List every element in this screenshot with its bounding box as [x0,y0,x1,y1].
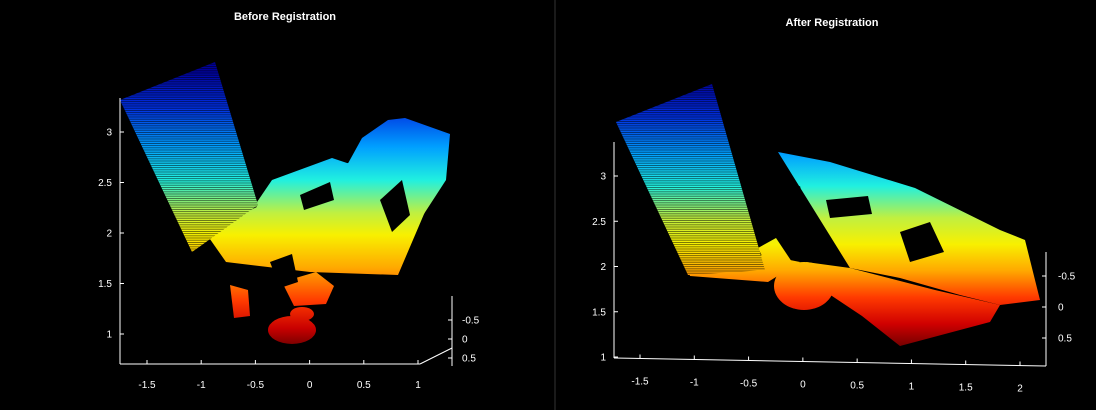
after-registration-panel: After Registration -1.5 -1 -0.5 0 0.5 1 1.5 2 1 1… [556,0,1096,410]
after-registration-chart: After Registration -1.5 -1 -0.5 0 0.5 1 1.5 2 1 1… [592,17,1076,395]
x-tick-label: -1 [690,377,699,388]
chart-title: After Registration [786,17,879,29]
bottom-small-blob [290,307,314,321]
y-tick-label: 2 [600,262,606,273]
y-tick-label: 2 [106,229,112,240]
y-tick-label: 3 [106,128,112,139]
z-tick-label: 0 [462,335,468,346]
x-tick-label: -1.5 [138,380,156,391]
x-tick-label: 0 [307,380,313,391]
z-tick-label: 0 [1058,303,1064,314]
structure-right [340,118,450,220]
x-tick-label: 0 [800,379,806,390]
x-tick-label: -1.5 [631,376,649,387]
before-registration-chart: Before Registration -1 [98,11,480,392]
x-tick-label: 1.5 [959,383,973,394]
x-tick-label: 0.5 [850,381,864,392]
structure-right [778,152,1040,305]
occlusion-holes [270,180,410,288]
x-tick-label: 1 [909,382,915,393]
y-tick-label: 1.5 [592,307,606,318]
y-tick-label: 1 [600,353,606,364]
x-axis [120,347,453,365]
left-blob [230,285,250,318]
before-registration-panel: Before Registration -1 [98,11,480,392]
z-tick-label: 0.5 [1058,334,1072,345]
left-cluster [758,238,792,272]
bottom-blob [774,262,834,310]
chart-title: Before Registration [234,11,336,23]
y-tick-label: 3 [600,172,606,183]
x-tick-label: -0.5 [247,380,265,391]
axis-ticks: -1.5 -1 -0.5 0 0.5 1 1 1.5 2 2.5 3 -0.5 0 0.5 [98,128,480,392]
x-tick-label: 2 [1017,384,1023,395]
y-tick-label: 2.5 [98,178,112,189]
scanline-overlay [616,84,765,275]
x-axis [613,252,1047,367]
x-tick-label: 0.5 [357,380,371,391]
structure-mid [255,158,362,220]
floor-plane [806,262,1000,346]
z-tick-label: -0.5 [1058,272,1076,283]
y-tick-label: 1.5 [98,279,112,290]
z-tick-label: 0.5 [462,354,476,365]
y-tick-label: 1 [106,330,112,341]
occlusion-holes [778,186,944,262]
z-tick-label: -0.5 [462,316,480,327]
axis-ticks: -1.5 -1 -0.5 0 0.5 1 1.5 2 1 1.5 2 2.5 3 -0.5 0 0.5 [592,172,1076,395]
panel-divider [554,0,556,410]
bottom-blob [268,316,316,344]
y-tick-label: 2.5 [592,217,606,228]
x-tick-label: 1 [415,380,421,391]
x-tick-label: -0.5 [740,378,758,389]
x-tick-label: -1 [197,380,206,391]
scanline-overlay [120,62,258,252]
